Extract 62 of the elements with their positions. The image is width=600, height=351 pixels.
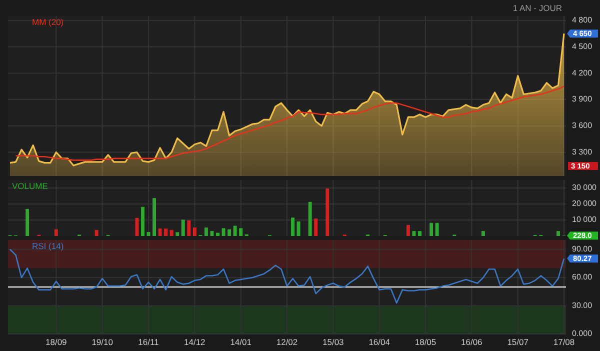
x-tick-label: 14/01 — [230, 337, 252, 347]
bar — [192, 228, 196, 236]
y-tick-label: 10 000 — [572, 215, 598, 224]
bar — [158, 228, 162, 236]
y-tick-label: 20 000 — [572, 199, 598, 208]
x-tick-label: 16/06 — [461, 337, 483, 347]
y-tick-label: 3 300 — [572, 147, 593, 156]
y-tick-label: 90.00 — [572, 244, 593, 254]
bar — [481, 231, 485, 236]
y-tick-label: 3 900 — [572, 94, 593, 104]
bar — [406, 224, 410, 236]
x-tick-label: 16/04 — [368, 337, 390, 347]
bar — [326, 188, 330, 236]
line-series — [15, 86, 565, 161]
y-tick-label: 4 200 — [572, 68, 593, 78]
bar — [54, 229, 58, 236]
y-tick-label: 0.000 — [572, 329, 593, 338]
y-tick-label: 4 800 — [572, 16, 593, 25]
y-tick-label: 60.00 — [572, 272, 593, 282]
bar — [94, 230, 98, 236]
bar — [210, 231, 214, 236]
bar — [176, 232, 180, 236]
bar — [412, 231, 416, 236]
y-tick-label: 30.00 — [572, 300, 593, 310]
x-tick-label: 14/12 — [184, 337, 206, 347]
bar — [430, 222, 434, 236]
x-tick-label: 16/11 — [138, 337, 160, 347]
bar — [216, 232, 220, 236]
bar — [239, 228, 243, 236]
x-tick-label: 19/10 — [92, 337, 114, 347]
bar — [164, 228, 168, 236]
chart-title: VOLUME — [12, 181, 48, 191]
bar — [556, 231, 560, 236]
bar — [435, 222, 439, 236]
bar — [187, 220, 191, 236]
bar — [222, 228, 226, 236]
bar — [141, 206, 144, 236]
bar — [135, 218, 139, 236]
x-tick-label: 18/05 — [414, 337, 436, 347]
y-tick-label: 4 500 — [572, 42, 593, 51]
series-label: RSI (14) — [32, 241, 64, 251]
y-tick-label: 3 600 — [572, 121, 593, 130]
x-tick-label: 12/02 — [276, 337, 298, 347]
x-tick-label: 15/03 — [322, 337, 344, 347]
bar — [152, 198, 156, 236]
bar — [296, 221, 300, 236]
x-tick-label: 15/07 — [507, 337, 529, 347]
bar — [170, 230, 174, 236]
bar — [291, 218, 295, 236]
bar — [418, 231, 422, 236]
x-tick-label: 17/08 — [553, 337, 575, 347]
y-tick-label: 30 000 — [572, 183, 598, 192]
bar — [181, 220, 185, 236]
bar — [26, 208, 30, 236]
bar — [228, 229, 232, 236]
bar — [204, 228, 208, 236]
chart-subtitle: 1 AN - JOUR — [512, 3, 562, 13]
x-tick-label: 18/09 — [46, 337, 68, 347]
bar — [308, 202, 312, 236]
bar — [233, 226, 237, 236]
bar — [314, 218, 318, 236]
text: MM (20) — [32, 17, 64, 27]
